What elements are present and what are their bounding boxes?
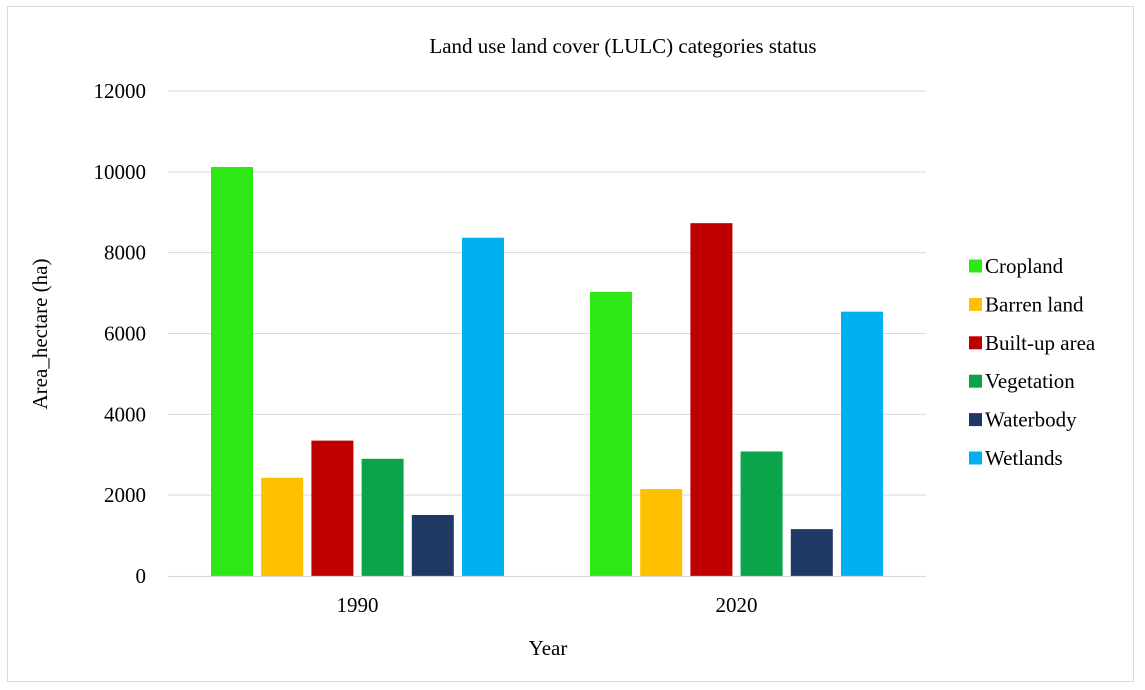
bar-built-up-area-1990 (311, 440, 354, 576)
legend-label: Cropland (985, 254, 1064, 278)
chart-title: Land use land cover (LULC) categories st… (429, 34, 816, 58)
legend-swatch (969, 259, 982, 273)
bars (211, 166, 883, 576)
bar-wetlands-1990 (462, 237, 504, 576)
legend-label: Vegetation (985, 369, 1075, 393)
y-tick-label: 8000 (104, 241, 146, 265)
legend-label: Built-up area (985, 331, 1096, 355)
x-tick-label: 2020 (716, 593, 758, 617)
legend-swatch (969, 374, 982, 388)
chart-frame (7, 6, 1134, 682)
y-tick-label: 0 (136, 564, 147, 588)
legend-swatch (969, 297, 982, 311)
bar-vegetation-1990 (361, 458, 404, 576)
legend-label: Wetlands (985, 446, 1063, 470)
y-tick-label: 6000 (104, 322, 146, 346)
bar-waterbody-2020 (790, 529, 833, 576)
legend-swatch (969, 451, 982, 465)
x-tick-label: 1990 (337, 593, 379, 617)
legend-swatch (969, 336, 982, 350)
bar-cropland-1990 (211, 166, 253, 576)
y-tick-label: 4000 (104, 402, 146, 426)
legend-label: Waterbody (985, 408, 1077, 432)
bar-vegetation-2020 (740, 451, 783, 576)
x-axis-label: Year (529, 636, 568, 660)
y-axis-ticks: 0 2000 4000 6000 8000 10000 12000 (94, 79, 147, 588)
y-tick-label: 2000 (104, 483, 146, 507)
legend-label: Barren land (985, 292, 1084, 316)
bar-cropland-2020 (590, 291, 632, 576)
x-axis-ticks: 1990 2020 (337, 593, 758, 617)
bar-waterbody-1990 (411, 514, 454, 576)
bar-barren-land-2020 (640, 489, 683, 576)
y-tick-label: 10000 (94, 160, 147, 184)
bar-wetlands-2020 (841, 311, 883, 576)
legend: Cropland Barren land Built-up area Vegetati… (969, 254, 1096, 470)
y-axis-label: Area_hectare (ha) (28, 259, 52, 410)
legend-swatch (969, 413, 982, 427)
y-tick-label: 12000 (94, 79, 147, 103)
gridlines (168, 90, 926, 496)
bar-built-up-area-2020 (690, 223, 733, 576)
bar-barren-land-1990 (261, 477, 304, 576)
